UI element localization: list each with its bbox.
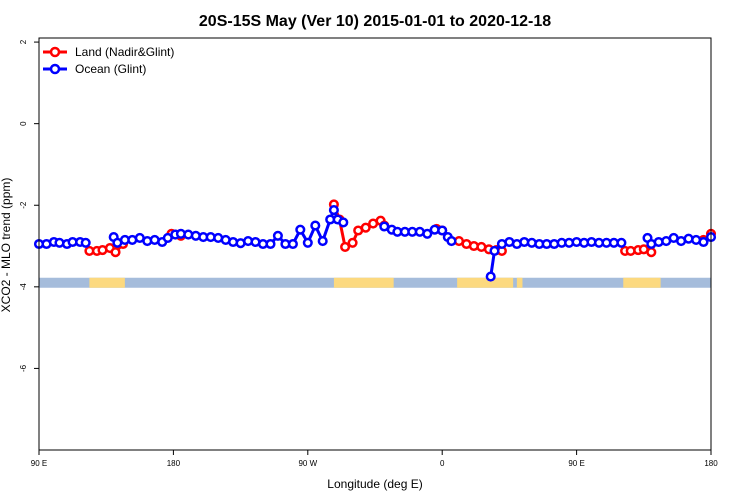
data-point (295, 224, 306, 235)
data-point (489, 245, 500, 256)
x-tick-label: 90 E (31, 459, 47, 468)
data-point (446, 236, 457, 247)
y-tick-label: -2 (19, 201, 28, 209)
data-point (616, 237, 627, 248)
land-band-0 (89, 277, 125, 288)
data-point (302, 237, 313, 248)
series-layer (33, 199, 717, 282)
land-band-4 (623, 277, 661, 288)
data-point (340, 241, 351, 252)
data-point (338, 217, 349, 228)
x-tick-label: 0 (440, 459, 445, 468)
y-tick-label: 2 (19, 39, 28, 44)
data-point (698, 236, 709, 248)
data-point (110, 247, 121, 258)
data-point (272, 230, 283, 241)
x-tick-label: 90 W (298, 459, 317, 468)
x-axis: 90 E 180 90 W 0 90 E 180 (31, 450, 718, 468)
legend-ocean-label: Ocean (Glint) (75, 62, 146, 76)
legend-land-marker (49, 46, 61, 58)
data-point (360, 222, 371, 233)
data-point (310, 220, 321, 231)
plot-frame (38, 37, 712, 451)
land-band-2 (457, 277, 514, 288)
x-tick-label: 90 E (568, 459, 584, 468)
series-ocean (33, 205, 717, 282)
y-axis: 2 0 -2 -4 -6 (19, 39, 39, 372)
y-axis-label: XCO2 - MLO trend (ppm) (0, 178, 13, 313)
x-axis-label: Longitude (deg E) (327, 477, 422, 491)
legend-land-label: Land (Nadir&Glint) (75, 45, 174, 59)
y-tick-label: -6 (19, 364, 28, 372)
y-tick-label: 0 (19, 121, 28, 126)
x-tick-label: 180 (704, 459, 718, 468)
legend-ocean-marker (49, 63, 61, 75)
x-tick-label: 180 (167, 459, 181, 468)
legend: Land (Nadir&Glint) Ocean (Glint) (43, 45, 174, 76)
data-point (287, 238, 298, 250)
data-point (347, 237, 358, 248)
surface-band (39, 277, 711, 288)
land-band-1 (333, 277, 394, 288)
data-point (485, 271, 496, 282)
data-point (646, 247, 657, 258)
data-point (328, 205, 339, 216)
data-point (437, 225, 448, 236)
land-band-3 (516, 277, 523, 288)
y-tick-label: -4 (19, 283, 28, 291)
data-point (265, 238, 276, 250)
data-point (422, 228, 433, 239)
data-point (317, 236, 328, 247)
chart-title: 20S-15S May (Ver 10) 2015-01-01 to 2020-… (199, 13, 551, 30)
data-point (80, 237, 91, 248)
